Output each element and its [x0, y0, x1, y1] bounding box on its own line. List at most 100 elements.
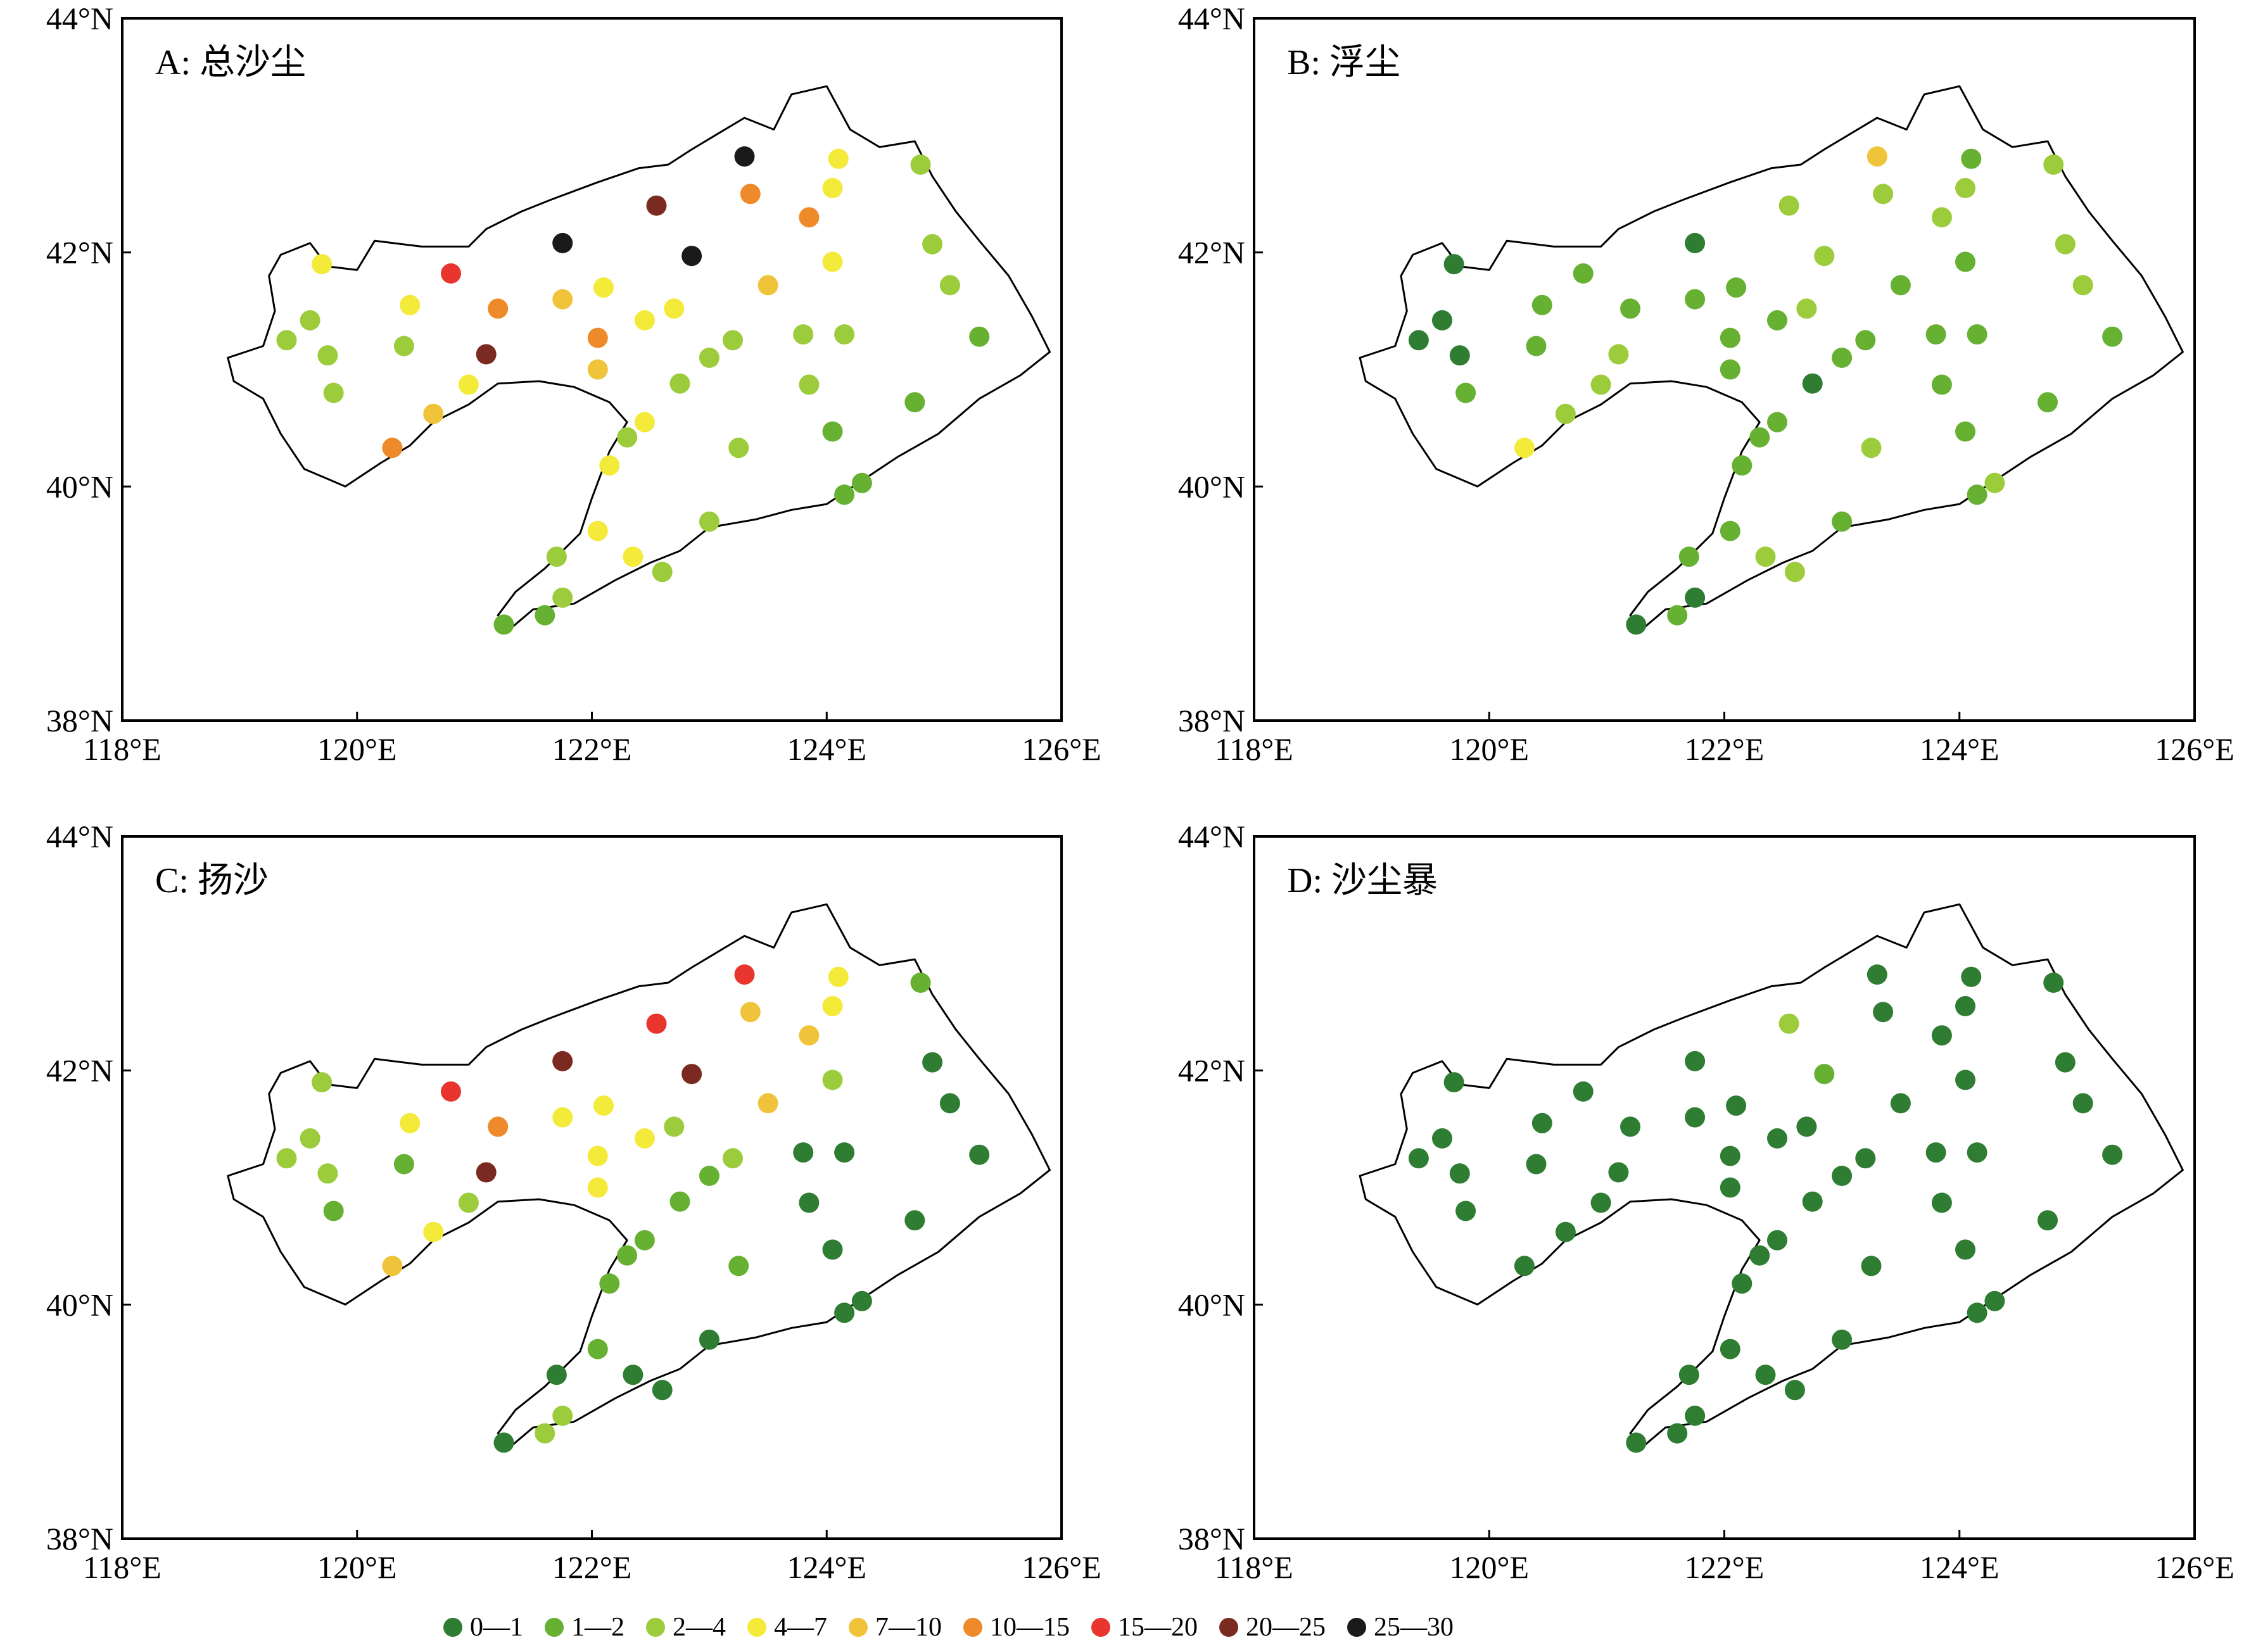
- station-point: [1726, 1095, 1747, 1116]
- station-point: [1720, 1177, 1740, 1198]
- station-point: [728, 1256, 749, 1277]
- panel-b: 118°E 120°E 122°E 124°E 126°E 38°N 40°N 42°N 44°…: [1178, 1, 2234, 767]
- station-point: [904, 1210, 925, 1231]
- legend-item: 1—2: [545, 1612, 624, 1643]
- station-point: [1449, 345, 1470, 366]
- station-point: [699, 348, 719, 368]
- legend-label: 15—20: [1118, 1613, 1198, 1642]
- station-point: [458, 1192, 479, 1213]
- station-point: [1443, 1072, 1464, 1093]
- legend-label: 7—10: [875, 1613, 942, 1642]
- station-point: [910, 154, 931, 175]
- station-point: [587, 1339, 608, 1359]
- station-point: [822, 421, 843, 442]
- station-point: [1685, 1107, 1706, 1128]
- station-point: [1855, 1148, 1876, 1169]
- station-point: [1685, 1050, 1706, 1071]
- station-point: [1967, 324, 1987, 345]
- station-point: [828, 148, 849, 169]
- station-point: [535, 1423, 555, 1444]
- station-point: [2055, 1052, 2076, 1073]
- legend-item: 4—7: [747, 1612, 827, 1643]
- x-tick-label: 120°E: [1449, 731, 1529, 767]
- panel-a: 118°E 120°E 122°E 124°E 126°E 38°N 40°N 42°N 44°…: [46, 1, 1101, 767]
- station-point: [1555, 403, 1576, 424]
- province-outline: [227, 85, 1051, 631]
- station-point: [822, 996, 843, 1016]
- legend-item: 15—20: [1091, 1612, 1198, 1643]
- station-point: [2038, 392, 2058, 413]
- station-point: [1531, 294, 1552, 315]
- province-outline: [1359, 903, 2184, 1449]
- station-point: [300, 310, 320, 331]
- legend-label: 10—15: [990, 1613, 1070, 1642]
- station-point: [1685, 289, 1706, 310]
- station-point: [969, 326, 990, 347]
- station-point: [1832, 1329, 1853, 1350]
- legend-swatch: [646, 1618, 665, 1637]
- station-point: [1890, 1093, 1911, 1114]
- station-point: [646, 1013, 667, 1034]
- station-point: [699, 1329, 719, 1350]
- y-tick-label: 38°N: [46, 1521, 113, 1556]
- station-point: [834, 1142, 855, 1163]
- station-point: [1767, 1128, 1787, 1149]
- station-point: [593, 277, 614, 298]
- station-point: [535, 605, 555, 626]
- station-point: [1796, 298, 1817, 319]
- station-point: [593, 1095, 614, 1116]
- station-point: [652, 1380, 673, 1401]
- x-tick-label: 120°E: [1449, 1549, 1529, 1585]
- panel-d: 118°E 120°E 122°E 124°E 126°E 38°N 40°N 42°N 44°…: [1178, 819, 2234, 1585]
- station-point: [552, 289, 573, 310]
- station-point: [922, 1052, 943, 1073]
- station-point: [723, 1148, 743, 1169]
- station-point: [799, 1192, 820, 1213]
- station-point: [317, 345, 338, 366]
- y-tick-label: 44°N: [46, 1, 113, 36]
- station-point: [699, 511, 719, 532]
- station-point: [681, 1064, 702, 1085]
- station-point: [734, 964, 755, 985]
- legend-label: 1—2: [571, 1613, 624, 1642]
- station-point: [400, 294, 421, 315]
- station-point: [1984, 1290, 2005, 1311]
- station-point: [382, 438, 403, 458]
- station-point: [587, 327, 608, 348]
- station-point: [623, 546, 643, 567]
- station-point: [1832, 348, 1853, 368]
- x-tick-label: 118°E: [83, 1549, 162, 1585]
- y-tick-label: 40°N: [1178, 1287, 1245, 1322]
- station-point: [1755, 1365, 1776, 1385]
- station-point: [1867, 146, 1887, 167]
- station-point: [1955, 996, 1975, 1016]
- station-point: [1531, 1113, 1552, 1133]
- y-tick-label: 38°N: [46, 703, 113, 738]
- station-point: [669, 373, 690, 394]
- station-point: [2102, 1144, 2123, 1165]
- station-point: [1955, 178, 1975, 198]
- station-point: [1961, 966, 1982, 987]
- legend-item: 25—30: [1347, 1612, 1454, 1643]
- legend-label: 25—30: [1374, 1613, 1454, 1642]
- station-point: [2043, 973, 2064, 993]
- legend-swatch: [1347, 1618, 1366, 1637]
- station-point: [1961, 148, 1982, 169]
- legend-swatch: [747, 1618, 766, 1637]
- station-point: [1755, 546, 1776, 567]
- station-point: [822, 251, 843, 272]
- station-point: [587, 1177, 608, 1198]
- legend-swatch: [1219, 1618, 1238, 1637]
- panel-title: A: 总沙尘: [155, 43, 306, 82]
- station-point: [1608, 1162, 1629, 1183]
- x-tick-label: 122°E: [552, 1549, 632, 1585]
- station-point: [1967, 1302, 1987, 1323]
- station-point: [276, 330, 297, 351]
- station-point: [1526, 336, 1547, 356]
- station-point: [2038, 1210, 2058, 1231]
- station-point: [652, 562, 673, 583]
- legend-item: 20—25: [1219, 1612, 1326, 1643]
- station-point: [1925, 324, 1946, 345]
- legend-item: 7—10: [849, 1612, 942, 1643]
- x-tick-label: 120°E: [317, 1549, 397, 1585]
